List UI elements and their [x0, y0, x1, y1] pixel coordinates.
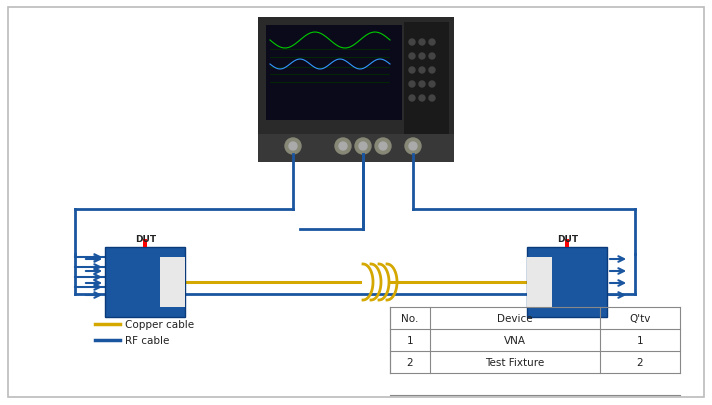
Text: Device: Device — [497, 313, 533, 323]
Circle shape — [409, 143, 417, 151]
Text: 2: 2 — [637, 357, 644, 367]
Circle shape — [409, 68, 415, 74]
Circle shape — [429, 68, 435, 74]
Text: VNA: VNA — [504, 335, 526, 345]
Circle shape — [409, 96, 415, 102]
Circle shape — [355, 139, 371, 155]
Bar — [160, 257, 185, 307]
Circle shape — [409, 40, 415, 46]
Circle shape — [429, 54, 435, 60]
Circle shape — [419, 40, 425, 46]
Text: Q'tv: Q'tv — [629, 313, 651, 323]
Bar — [143, 239, 147, 247]
Circle shape — [419, 54, 425, 60]
Circle shape — [405, 139, 421, 155]
Circle shape — [285, 139, 301, 155]
Circle shape — [429, 96, 435, 102]
Circle shape — [379, 143, 387, 151]
Bar — [266, 26, 402, 121]
Text: 1: 1 — [407, 335, 413, 345]
Text: DUT: DUT — [557, 234, 578, 243]
Bar — [258, 135, 454, 162]
Text: DUT: DUT — [135, 234, 156, 243]
Circle shape — [429, 82, 435, 88]
Bar — [404, 23, 449, 153]
Bar — [258, 18, 454, 162]
Circle shape — [359, 143, 367, 151]
Circle shape — [429, 40, 435, 46]
Circle shape — [375, 139, 391, 155]
Circle shape — [289, 143, 297, 151]
Text: Copper cable: Copper cable — [125, 319, 194, 329]
Circle shape — [419, 82, 425, 88]
Circle shape — [419, 96, 425, 102]
Text: RF cable: RF cable — [125, 335, 169, 345]
Text: No.: No. — [402, 313, 419, 323]
Bar — [527, 247, 607, 317]
Bar — [105, 247, 185, 317]
Text: 2: 2 — [407, 357, 413, 367]
Circle shape — [419, 68, 425, 74]
Text: 1: 1 — [637, 335, 644, 345]
Bar — [565, 239, 569, 247]
Bar — [527, 257, 552, 307]
Circle shape — [339, 143, 347, 151]
Circle shape — [335, 139, 351, 155]
Circle shape — [409, 54, 415, 60]
Text: Test Fixture: Test Fixture — [486, 357, 545, 367]
Circle shape — [409, 82, 415, 88]
